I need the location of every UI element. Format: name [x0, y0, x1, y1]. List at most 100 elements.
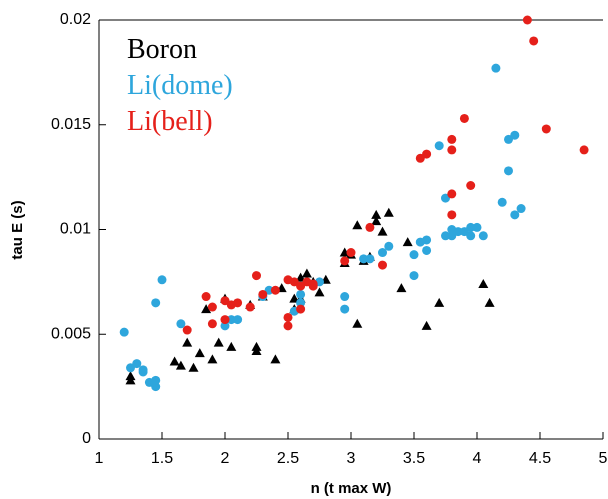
point: [516, 204, 526, 214]
point: [402, 237, 413, 247]
point: [579, 145, 589, 155]
legend-label: Boron: [127, 34, 197, 65]
point: [478, 278, 489, 288]
point: [296, 289, 306, 299]
point: [504, 166, 513, 176]
point: [466, 181, 476, 191]
point: [484, 297, 495, 307]
point: [138, 367, 148, 377]
point: [188, 362, 199, 372]
point: [384, 241, 394, 251]
point: [175, 360, 186, 370]
point: [422, 245, 432, 255]
point: [176, 319, 186, 329]
point: [125, 371, 136, 381]
y-tick-label: 0.01: [60, 221, 91, 238]
point: [510, 210, 520, 220]
legend-label: Li(dome): [127, 70, 233, 101]
point: [308, 279, 318, 289]
point: [220, 321, 230, 331]
point: [472, 222, 482, 232]
point: [409, 250, 419, 260]
point: [378, 260, 387, 270]
point: [522, 15, 532, 25]
x-tick-label: 3.5: [403, 450, 425, 467]
point: [466, 231, 476, 241]
point: [377, 226, 388, 236]
x-tick-label: 1.5: [151, 450, 173, 467]
point: [396, 283, 407, 293]
point: [478, 231, 488, 241]
point: [510, 130, 520, 140]
point: [295, 272, 306, 282]
point: [207, 302, 217, 312]
point: [421, 320, 432, 330]
point: [340, 292, 350, 302]
point: [157, 275, 167, 285]
point: [151, 375, 161, 385]
point: [383, 207, 394, 217]
point: [119, 327, 129, 337]
point: [132, 359, 142, 369]
x-tick-label: 3: [347, 450, 356, 467]
point: [207, 354, 218, 364]
point: [296, 298, 306, 308]
point: [365, 254, 375, 264]
point: [447, 134, 457, 144]
point: [226, 341, 237, 351]
point: [296, 304, 306, 314]
point: [270, 354, 281, 364]
point: [359, 254, 369, 264]
point: [252, 271, 261, 281]
x-tick-label: 4: [473, 450, 482, 467]
x-tick-label: 1: [95, 450, 104, 467]
point: [346, 248, 356, 258]
x-tick-label: 5: [599, 450, 608, 467]
point: [352, 220, 363, 230]
point: [434, 141, 444, 151]
point: [233, 315, 243, 325]
point: [289, 293, 300, 303]
point: [409, 271, 419, 281]
point: [207, 319, 217, 329]
point: [245, 302, 255, 312]
point: [422, 149, 432, 159]
point: [352, 318, 363, 328]
point: [283, 312, 293, 322]
x-tick-label: 4.5: [529, 450, 551, 467]
point: [371, 216, 382, 226]
point: [283, 321, 293, 331]
point: [233, 298, 243, 308]
point: [182, 325, 192, 335]
point: [194, 348, 205, 358]
point: [453, 227, 463, 237]
point: [301, 268, 312, 278]
point: [314, 287, 325, 297]
y-axis-title: tau E (s): [9, 200, 26, 259]
point: [378, 248, 387, 258]
point: [422, 235, 432, 245]
point: [220, 315, 230, 325]
point: [226, 315, 236, 325]
point: [151, 298, 161, 308]
point: [466, 222, 476, 232]
y-tick-label: 0.005: [51, 325, 91, 342]
point: [251, 346, 262, 356]
point: [365, 222, 375, 232]
point: [459, 113, 469, 123]
point: [201, 304, 212, 314]
x-tick-label: 2: [221, 450, 230, 467]
point: [182, 337, 193, 347]
point: [541, 124, 551, 134]
legend-label: Li(bell): [127, 106, 213, 137]
x-axis-title: n (t max W): [311, 480, 392, 497]
point: [447, 145, 457, 155]
y-tick-label: 0.015: [51, 116, 91, 133]
point: [371, 209, 382, 219]
point: [258, 289, 268, 299]
y-tick-label: 0: [82, 430, 91, 447]
point: [441, 231, 450, 241]
point: [213, 337, 224, 347]
point: [169, 356, 180, 366]
